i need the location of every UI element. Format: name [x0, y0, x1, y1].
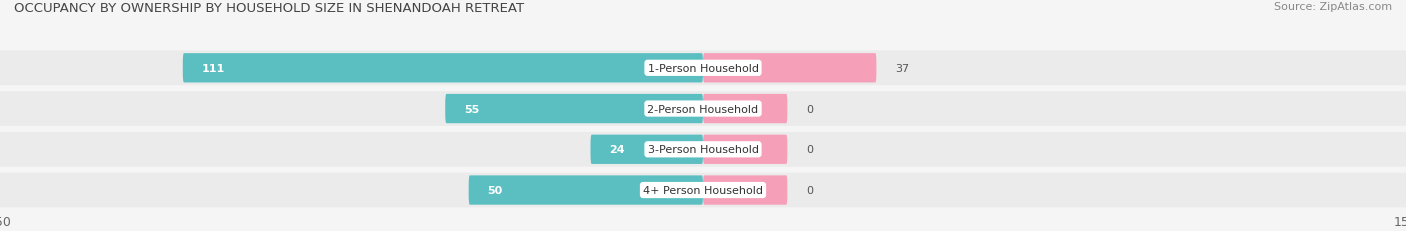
Text: 1-Person Household: 1-Person Household [648, 64, 758, 73]
FancyBboxPatch shape [703, 54, 876, 83]
Text: 55: 55 [464, 104, 479, 114]
Text: 37: 37 [896, 64, 910, 73]
FancyBboxPatch shape [0, 92, 1406, 126]
FancyBboxPatch shape [703, 135, 787, 164]
FancyBboxPatch shape [0, 173, 1406, 207]
FancyBboxPatch shape [468, 176, 703, 205]
Text: 24: 24 [609, 145, 624, 155]
Text: 111: 111 [201, 64, 225, 73]
Text: OCCUPANCY BY OWNERSHIP BY HOUSEHOLD SIZE IN SHENANDOAH RETREAT: OCCUPANCY BY OWNERSHIP BY HOUSEHOLD SIZE… [14, 2, 524, 15]
Text: 2-Person Household: 2-Person Household [647, 104, 759, 114]
Text: 0: 0 [806, 104, 813, 114]
FancyBboxPatch shape [591, 135, 703, 164]
Text: 3-Person Household: 3-Person Household [648, 145, 758, 155]
Text: 4+ Person Household: 4+ Person Household [643, 185, 763, 195]
FancyBboxPatch shape [703, 176, 787, 205]
Text: Source: ZipAtlas.com: Source: ZipAtlas.com [1274, 2, 1392, 12]
Text: 0: 0 [806, 185, 813, 195]
Text: 50: 50 [488, 185, 503, 195]
FancyBboxPatch shape [183, 54, 703, 83]
FancyBboxPatch shape [446, 94, 703, 124]
FancyBboxPatch shape [0, 51, 1406, 86]
FancyBboxPatch shape [0, 132, 1406, 167]
Text: 0: 0 [806, 145, 813, 155]
FancyBboxPatch shape [703, 94, 787, 124]
